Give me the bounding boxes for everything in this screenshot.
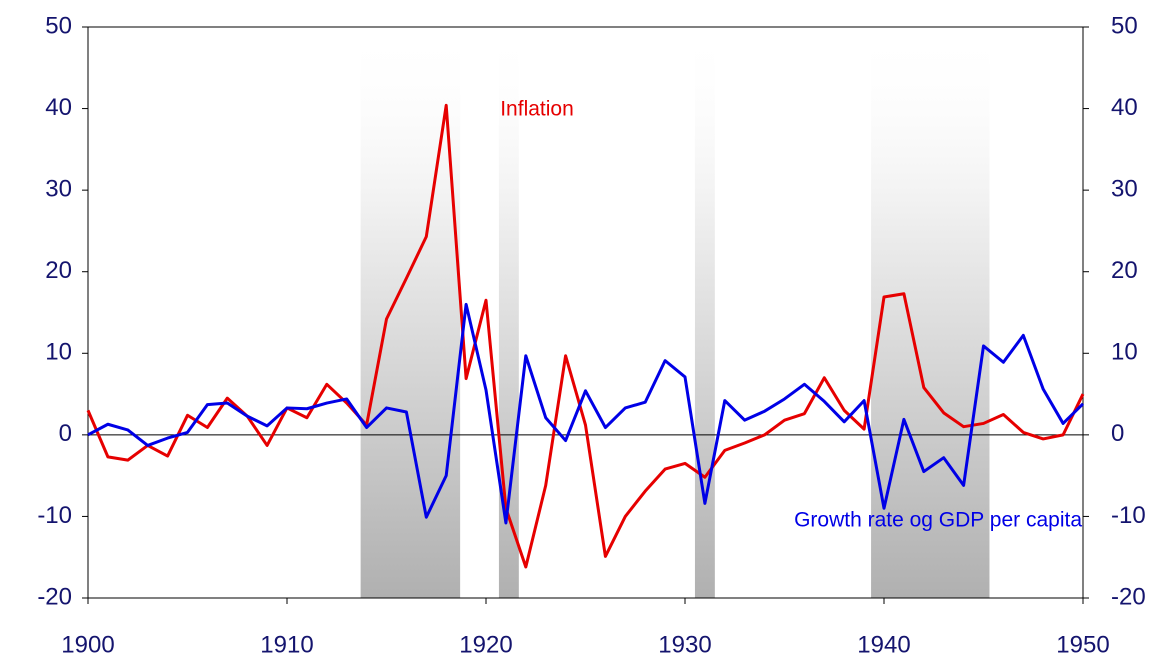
- y-tick-label: -20: [37, 583, 72, 610]
- y2-tick-label: 10: [1111, 339, 1138, 366]
- x-tick-label: 1910: [260, 631, 313, 658]
- y-tick-label: 0: [59, 420, 72, 447]
- x-tick-label: 1920: [459, 631, 512, 658]
- y2-tick-label: -10: [1111, 502, 1146, 529]
- x-tick-label: 1950: [1056, 631, 1109, 658]
- x-tick-label: 1940: [857, 631, 910, 658]
- series-line: [87, 302, 1085, 525]
- y-tick-label: 20: [45, 257, 72, 284]
- y2-tick-label: 0: [1111, 420, 1124, 447]
- series-line: [86, 103, 1085, 569]
- y-tick-label: 10: [45, 339, 72, 366]
- series-label: Growth rate og GDP per capita: [794, 509, 1082, 532]
- x-tick-label: 1930: [658, 631, 711, 658]
- y-tick-label: -10: [37, 502, 72, 529]
- x-tick-label: 1900: [61, 631, 114, 658]
- series-label: Inflation: [500, 98, 574, 121]
- y-tick-label: 30: [45, 175, 72, 202]
- y2-tick-label: 40: [1111, 94, 1138, 121]
- y2-tick-label: 20: [1111, 257, 1138, 284]
- shaded-period: [694, 27, 715, 598]
- plot-frame: [87, 26, 1084, 599]
- y2-tick-label: -20: [1111, 583, 1146, 610]
- y-tick-label: 40: [45, 94, 72, 121]
- y2-tick-label: 50: [1111, 12, 1138, 39]
- shaded-period: [871, 27, 990, 598]
- y-tick-label: 50: [45, 12, 72, 39]
- y2-tick-label: 30: [1111, 175, 1138, 202]
